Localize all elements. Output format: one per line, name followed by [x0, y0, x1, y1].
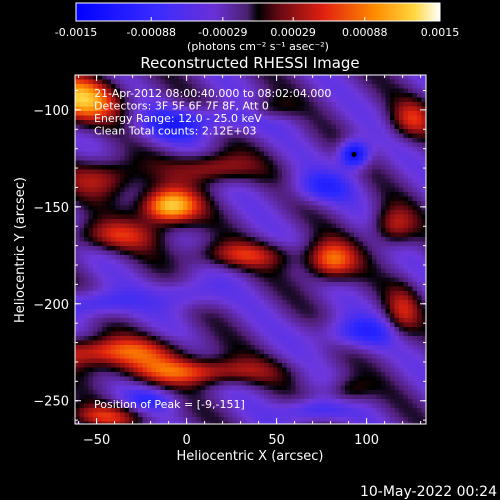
x-axis-label: Heliocentric X (arcsec) — [177, 449, 324, 464]
colorbar-ticks: -0.0015 -0.00088 -0.00029 0.00029 0.00088 0.0… — [55, 17, 459, 39]
annotation-line: Energy Range: 12.0 - 25.0 keV — [94, 112, 262, 125]
y-tick-label: −250 — [33, 395, 69, 410]
colorbar-unit-label: (photons cm⁻² s⁻¹ asec⁻²) — [187, 40, 329, 53]
peak-marker-dot — [351, 151, 357, 157]
colorbar-tick-label: 0.00088 — [342, 26, 388, 39]
footer-date: 10-May-2022 00:24 — [360, 484, 497, 500]
annotation-line: 21-Apr-2012 08:00:40.000 to 08:02:04.000 — [94, 87, 331, 100]
peak-label: Position of Peak = [-9,-151] — [94, 398, 245, 411]
annotation-line: Detectors: 3F 5F 6F 7F 8F, Att 0 — [94, 100, 269, 113]
x-tick-label: −50 — [83, 433, 110, 448]
x-tick-label: 100 — [354, 433, 379, 448]
heatmap-image — [75, 75, 426, 424]
colorbar-tick-label: -0.0015 — [55, 26, 97, 39]
y-tick-label: −150 — [33, 201, 69, 216]
colorbar-tick-label: -0.00029 — [198, 26, 247, 39]
y-axis-label: Heliocentric Y (arcsec) — [13, 177, 28, 323]
colorbar-tick-label: 0.0015 — [421, 26, 460, 39]
x-tick-label: 50 — [268, 433, 285, 448]
colorbar — [76, 3, 440, 21]
y-tick-label: −100 — [33, 104, 69, 119]
x-tick-label: 0 — [182, 433, 190, 448]
chart-title: Reconstructed RHESSI Image — [140, 54, 359, 72]
annotation-line: Clean Total counts: 2.12E+03 — [94, 125, 257, 138]
y-tick-label: −200 — [33, 298, 69, 313]
plot-frame — [74, 74, 427, 425]
colorbar-tick-label: -0.00088 — [126, 26, 175, 39]
peak-marker — [351, 151, 357, 157]
colorbar-tick-label: 0.00029 — [270, 26, 316, 39]
annotation-block: 21-Apr-2012 08:00:40.000 to 08:02:04.000… — [94, 87, 331, 138]
